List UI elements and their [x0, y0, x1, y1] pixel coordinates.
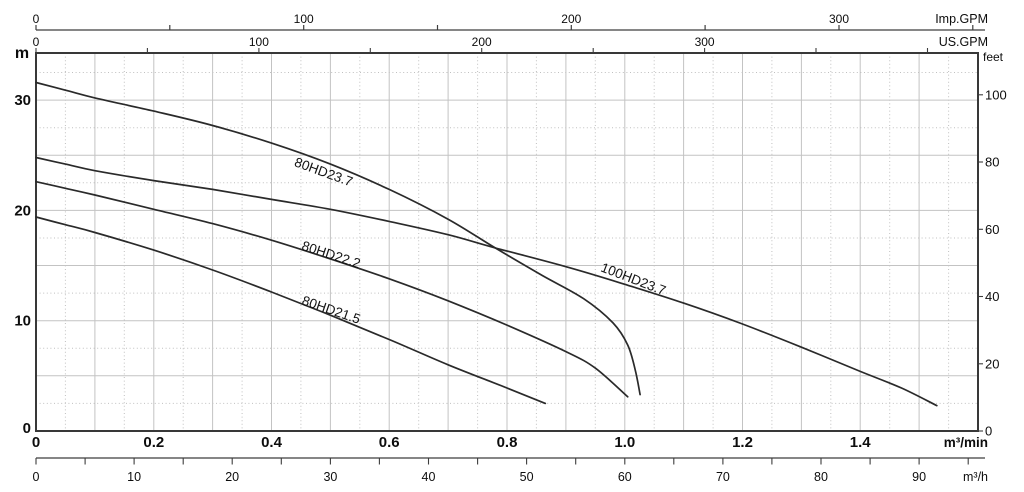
feet-tick-label: 0 — [985, 424, 992, 439]
us-gpm-tick-label: 200 — [472, 35, 492, 49]
m3min-tick-label: 1.0 — [614, 434, 635, 451]
m3min-tick-label: 1.4 — [850, 434, 872, 451]
us-gpm-tick-label: 300 — [695, 35, 715, 49]
m3h-tick-label: 30 — [323, 470, 337, 484]
m3h-tick-label: 10 — [127, 470, 141, 484]
m3h-tick-label: 40 — [422, 470, 436, 484]
m3h-tick-label: 70 — [716, 470, 730, 484]
feet-axis: feet 100 80 60 40 20 0 — [979, 50, 1007, 439]
feet-tick-label: 80 — [985, 155, 999, 170]
m3min-tick-label: 0.4 — [261, 434, 283, 451]
m3min-tick-label: 0.8 — [497, 434, 518, 451]
feet-tick-label: 60 — [985, 222, 999, 237]
feet-unit-label: feet — [983, 50, 1004, 64]
m3h-axis: 0 10 20 30 40 50 60 70 80 90 m³/h — [33, 457, 988, 484]
curve-label-80HD23.7: 80HD23.7 — [293, 155, 355, 190]
m3min-tick-label: 0.2 — [143, 434, 164, 451]
curve-80HD21.5 — [35, 216, 547, 405]
curve-label-80HD21.5: 80HD21.5 — [300, 293, 362, 327]
gridlines-major — [36, 53, 978, 431]
m3min-tick-label: 0.6 — [379, 434, 400, 451]
curve-label-80HD22.2: 80HD22.2 — [300, 238, 362, 271]
curve-80HD23.7 — [35, 81, 641, 396]
m3h-tick-label: 50 — [520, 470, 534, 484]
m3h-tick-label: 60 — [618, 470, 632, 484]
meters-tick-label: 30 — [14, 92, 31, 109]
curve-80HD22.2 — [35, 180, 629, 398]
meters-unit-label: m — [15, 45, 29, 62]
us-gpm-unit-label: US.GPM — [939, 35, 988, 49]
meters-tick-label: 0 — [23, 420, 31, 437]
plot-border — [35, 52, 979, 432]
imp-gpm-tick-label: 0 — [33, 12, 40, 26]
m3h-tick-label: 20 — [225, 470, 239, 484]
feet-tick-label: 40 — [985, 289, 999, 304]
feet-tick-label: 20 — [985, 356, 999, 371]
m3min-tick-label: 1.2 — [732, 434, 753, 451]
imp-gpm-axis: 0 100 200 300 Imp.GPM — [33, 12, 988, 31]
curve-100HD23.7 — [35, 156, 938, 407]
m3h-tick-label: 0 — [33, 470, 40, 484]
imp-gpm-unit-label: Imp.GPM — [935, 12, 988, 26]
m3h-unit-label: m³/h — [963, 470, 988, 484]
meters-axis: m 30 20 10 0 — [14, 45, 31, 437]
us-gpm-axis: 0 100 200 300 US.GPM — [33, 35, 988, 53]
meters-tick-label: 10 — [14, 313, 31, 330]
imp-gpm-tick-label: 300 — [829, 12, 849, 26]
gridlines-minor — [36, 53, 978, 431]
us-gpm-tick-label: 100 — [249, 35, 269, 49]
feet-tick-label: 100 — [985, 87, 1007, 102]
m3min-tick-label: 0 — [32, 434, 40, 451]
us-gpm-tick-label: 0 — [33, 35, 40, 49]
m3h-tick-label: 80 — [814, 470, 828, 484]
m3min-axis: 0 0.2 0.4 0.6 0.8 1.0 1.2 1.4 m³/min — [32, 434, 988, 451]
m3h-tick-label: 90 — [912, 470, 926, 484]
meters-tick-label: 20 — [14, 202, 31, 219]
m3min-unit-label: m³/min — [944, 435, 988, 450]
imp-gpm-tick-label: 100 — [294, 12, 314, 26]
imp-gpm-tick-label: 200 — [561, 12, 581, 26]
